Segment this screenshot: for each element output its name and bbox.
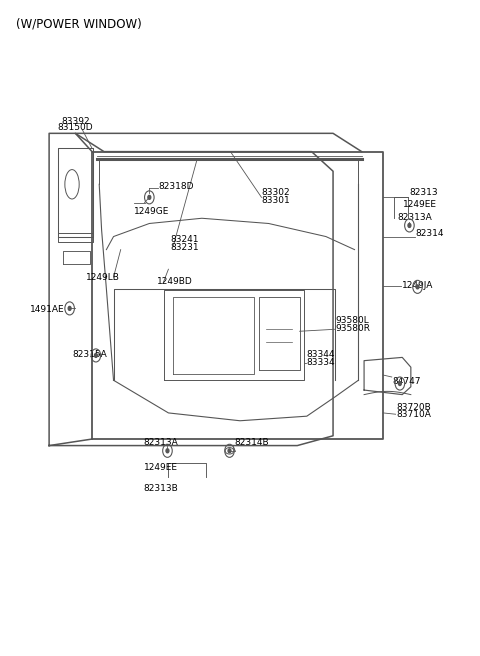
Text: 82315A: 82315A — [72, 350, 107, 359]
Text: 93580L: 93580L — [336, 316, 369, 325]
Circle shape — [95, 354, 97, 358]
Text: 93580R: 93580R — [336, 323, 371, 333]
Text: 83231: 83231 — [171, 243, 199, 252]
Text: 1249JA: 1249JA — [402, 281, 433, 290]
Text: 82313B: 82313B — [144, 483, 179, 493]
Circle shape — [228, 449, 231, 453]
Text: 83150D: 83150D — [58, 123, 93, 132]
Text: 83334: 83334 — [307, 358, 336, 367]
Circle shape — [68, 306, 71, 310]
Text: 1491AE: 1491AE — [30, 305, 65, 314]
Text: 82313A: 82313A — [144, 438, 179, 447]
Text: 83720B: 83720B — [396, 403, 431, 411]
Text: 82314: 82314 — [416, 229, 444, 238]
Circle shape — [398, 382, 401, 386]
Text: 1249LB: 1249LB — [86, 272, 120, 281]
Circle shape — [408, 224, 411, 228]
Text: 1249EE: 1249EE — [403, 200, 437, 209]
Text: 82313A: 82313A — [397, 213, 432, 222]
Circle shape — [416, 285, 419, 289]
Circle shape — [148, 195, 151, 199]
Text: 83392: 83392 — [61, 117, 90, 125]
Text: 1249EE: 1249EE — [144, 462, 178, 472]
Circle shape — [166, 449, 169, 453]
Text: 83301: 83301 — [262, 196, 290, 205]
Text: (W/POWER WINDOW): (W/POWER WINDOW) — [16, 18, 142, 31]
Text: 1249BD: 1249BD — [156, 277, 192, 286]
Text: 82318D: 82318D — [159, 182, 194, 191]
Text: 1249GE: 1249GE — [134, 207, 169, 216]
Text: 83344: 83344 — [307, 350, 336, 359]
Text: 83710A: 83710A — [396, 411, 432, 419]
Text: 83241: 83241 — [171, 236, 199, 245]
Text: 82314B: 82314B — [234, 438, 269, 447]
Text: 83302: 83302 — [262, 188, 290, 197]
Text: 84747: 84747 — [393, 377, 421, 386]
Text: 82313: 82313 — [409, 188, 438, 197]
